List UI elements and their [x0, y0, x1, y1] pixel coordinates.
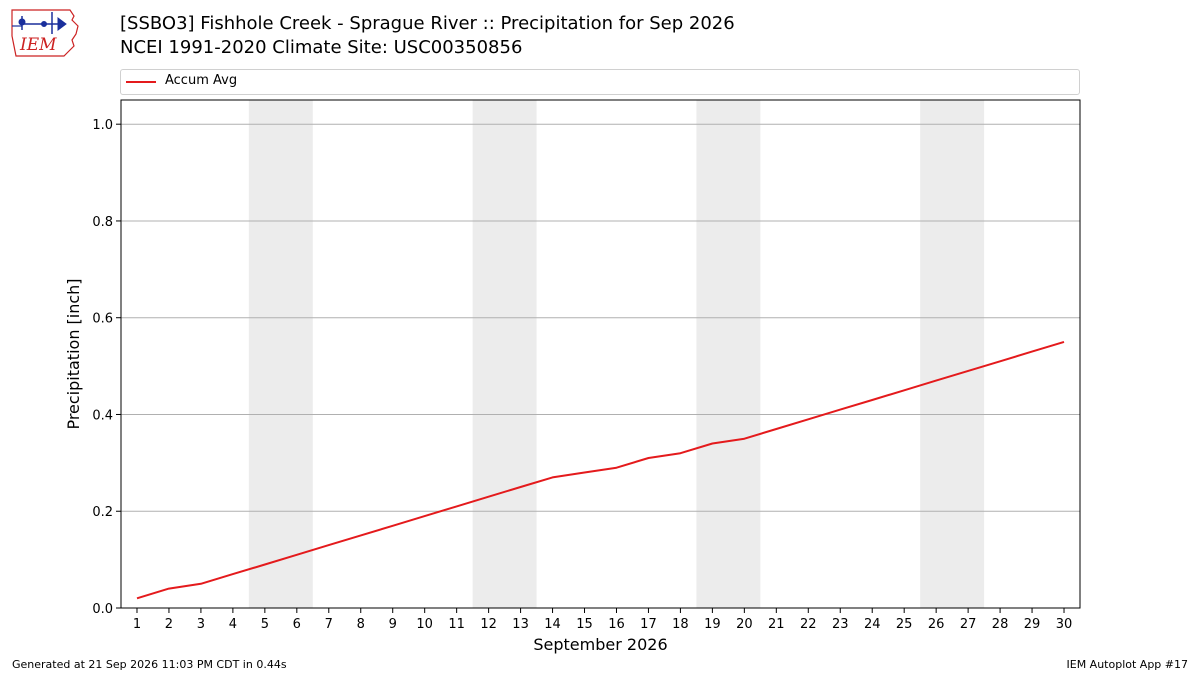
x-tick-label: 21: [768, 617, 785, 632]
x-tick-label: 12: [480, 617, 497, 632]
y-tick-label: 1.0: [92, 118, 113, 133]
series-line-accum-avg: [136, 340, 1065, 600]
x-tick-label: 8: [357, 617, 365, 632]
x-tick-label: 14: [544, 617, 561, 632]
chart-legend: Accum Avg: [120, 69, 1080, 95]
x-tick-label: 28: [992, 617, 1009, 632]
app-credit: IEM Autoplot App #17: [1066, 658, 1189, 671]
generated-timestamp: Generated at 21 Sep 2026 11:03 PM CDT in…: [12, 658, 287, 671]
y-tick-label: 0.6: [92, 312, 113, 327]
x-tick-label: 11: [448, 617, 465, 632]
x-tick-label: 10: [416, 617, 433, 632]
plot-frame: [120, 99, 1081, 609]
x-tick-label: 17: [640, 617, 657, 632]
x-tick-label: 19: [704, 617, 721, 632]
x-tick-label: 20: [736, 617, 753, 632]
x-tick-label: 18: [672, 617, 689, 632]
logo-text: IEM: [19, 35, 57, 55]
iem-logo: IEM: [11, 9, 79, 57]
y-tick-label: 0.0: [92, 602, 113, 617]
y-tick-label: 0.8: [92, 215, 113, 230]
x-tick-label: 16: [608, 617, 625, 632]
legend-label-accum-avg: Accum Avg: [165, 73, 238, 88]
x-tick-label: 2: [165, 617, 173, 632]
x-tick-label: 3: [197, 617, 205, 632]
x-tick-label: 23: [832, 617, 849, 632]
x-tick-label: 24: [864, 617, 881, 632]
x-tick-label: 7: [325, 617, 333, 632]
weekend-band: [920, 100, 985, 608]
x-tick-label: 26: [928, 617, 945, 632]
x-tick-label: 4: [229, 617, 237, 632]
weekend-band: [472, 100, 537, 608]
x-tick-label: 27: [960, 617, 977, 632]
y-tick-label: 0.4: [92, 408, 113, 423]
weekend-band: [696, 100, 761, 608]
weekend-band: [248, 100, 313, 608]
x-tick-label: 13: [512, 617, 529, 632]
x-tick-label: 25: [896, 617, 913, 632]
iowa-outline-shape: [11, 9, 79, 57]
x-tick-label: 9: [389, 617, 397, 632]
x-tick-label: 5: [261, 617, 269, 632]
x-axis-label: September 2026: [533, 635, 667, 654]
y-axis-label: Precipitation [inch]: [64, 278, 83, 429]
x-tick-label: 29: [1024, 617, 1041, 632]
x-tick-label: 15: [576, 617, 593, 632]
x-tick-label: 1: [133, 617, 141, 632]
chart-title: [SSBO3] Fishhole Creek - Sprague River :…: [120, 13, 735, 34]
x-tick-label: 6: [293, 617, 301, 632]
chart-subtitle: NCEI 1991-2020 Climate Site: USC00350856: [120, 37, 523, 58]
x-tick-label: 30: [1056, 617, 1073, 632]
y-tick-label: 0.2: [92, 505, 113, 520]
x-tick-label: 22: [800, 617, 817, 632]
weather-station-icon: [12, 12, 67, 34]
legend-swatch-accum-avg: [126, 81, 156, 83]
